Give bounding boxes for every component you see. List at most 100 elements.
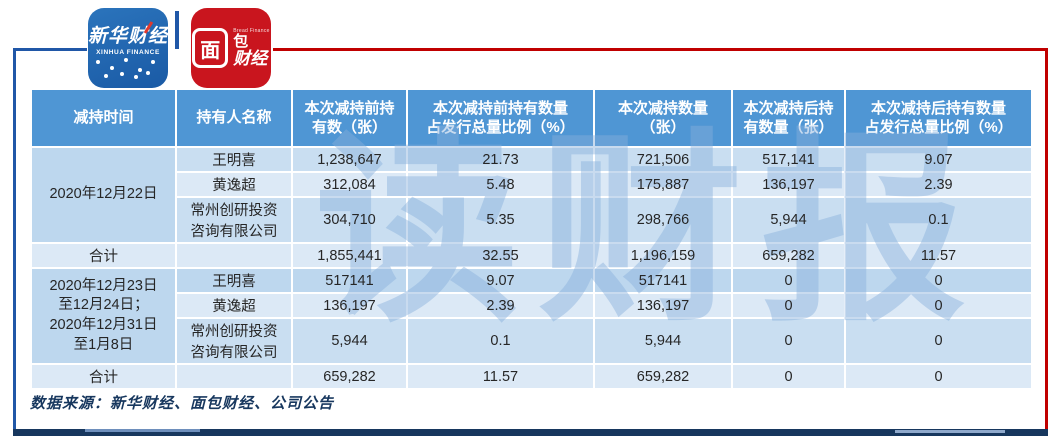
- value-cell-text: 9.07: [486, 272, 515, 289]
- col-header-6-text: 本次减持后持 有数量（张）: [743, 99, 834, 137]
- value-cell: 517141: [595, 269, 731, 292]
- value-cell-text: 0.1: [490, 333, 511, 349]
- total-value-cell-text: 659,282: [636, 368, 690, 385]
- empty-name-cell: [177, 365, 291, 388]
- total-row: 合计 1,855,441 32.55 1,196,159 659,282 11.57: [32, 244, 1031, 267]
- col-header-7-text: 本次减持后持有数量 占发行总量比例（%）: [864, 99, 1013, 137]
- col-header-1-text: 减持时间: [73, 109, 134, 127]
- value-cell-text: 5.48: [486, 176, 515, 193]
- col-header-2-text: 持有人名称: [196, 109, 272, 127]
- reduction-table: 减持时间 持有人名称 本次减持前持 有数（张） 本次减持前持有数量 占发行总量比例（%…: [30, 88, 1033, 390]
- value-cell: 0: [733, 319, 844, 363]
- period-cell-text: 2020年12月23日 至12月24日； 2020年12月31日 至1月8日: [49, 277, 158, 353]
- holder-name-cell: 常州创研投资 咨询有限公司: [177, 198, 291, 242]
- frame-right-line: [1045, 48, 1048, 431]
- period-cell: 2020年12月22日: [32, 148, 175, 242]
- bread-finance-logo: 面 Bread Finance 包 财经: [191, 8, 271, 88]
- holder-name-cell-text: 王明喜: [212, 274, 256, 290]
- value-cell-text: 5,944: [644, 333, 682, 349]
- value-cell: 136,197: [595, 294, 731, 317]
- value-cell: 304,710: [293, 198, 406, 242]
- holder-name-cell: 常州创研投资 咨询有限公司: [177, 319, 291, 363]
- total-value-cell-text: 32.55: [482, 247, 519, 264]
- total-value-cell: 0: [733, 365, 844, 388]
- col-header-7: 本次减持后持有数量 占发行总量比例（%）: [846, 90, 1031, 146]
- holder-name-cell-text: 常州创研投资 咨询有限公司: [190, 324, 278, 361]
- total-label-cell: 合计: [32, 365, 175, 388]
- total-value-cell-text: 1,855,441: [317, 247, 382, 264]
- period-cell-text: 2020年12月22日: [49, 186, 158, 203]
- table-row: 常州创研投资 咨询有限公司 5,944 0.1 5,944 0 0: [32, 319, 1031, 363]
- xinhua-finance-logo: 新华财经 XINHUA FINANCE: [88, 8, 168, 88]
- value-cell-text: 5,944: [331, 333, 368, 349]
- value-cell: 5,944: [293, 319, 406, 363]
- value-cell: 136,197: [293, 294, 406, 317]
- total-value-cell-text: 11.57: [920, 247, 957, 264]
- holder-name-cell-text: 黄逸超: [212, 299, 256, 315]
- bread-logo-caijing-glyph: 财经: [233, 48, 268, 68]
- value-cell-text: 517141: [325, 272, 374, 289]
- value-cell: 2.39: [408, 294, 593, 317]
- total-value-cell: 11.57: [408, 365, 593, 388]
- total-value-cell: 1,196,159: [595, 244, 731, 267]
- frame-bottom-accent-left: [85, 429, 200, 432]
- total-row: 合计 659,282 11.57 659,282 0 0: [32, 365, 1031, 388]
- value-cell: 136,197: [733, 173, 844, 196]
- value-cell-text: 0.1: [928, 212, 949, 228]
- value-cell: 0: [846, 269, 1031, 292]
- value-cell-text: 136,197: [762, 176, 815, 193]
- value-cell: 5,944: [595, 319, 731, 363]
- empty-name-cell: [177, 244, 291, 267]
- total-label-cell-text: 合计: [89, 370, 118, 386]
- value-cell: 312,084: [293, 173, 406, 196]
- header-row: 减持时间 持有人名称 本次减持前持 有数（张） 本次减持前持有数量 占发行总量比例（%…: [32, 90, 1031, 146]
- total-value-cell: 0: [846, 365, 1031, 388]
- value-cell-text: 21.73: [482, 151, 519, 168]
- value-cell: 5.35: [408, 198, 593, 242]
- value-cell-text: 0: [934, 297, 943, 314]
- bread-logo-en-text: Bread Finance: [233, 27, 270, 34]
- col-header-5: 本次减持数量 （张）: [595, 90, 731, 146]
- holder-name-cell-text: 黄逸超: [212, 178, 256, 194]
- value-cell: 298,766: [595, 198, 731, 242]
- table-row: 2020年12月23日 至12月24日； 2020年12月31日 至1月8日 王明…: [32, 269, 1031, 363]
- value-cell-text: 721,506: [636, 151, 690, 168]
- value-cell: 517141: [293, 269, 406, 292]
- value-cell: 0.1: [408, 319, 593, 363]
- frame-left-line: [13, 48, 16, 431]
- data-source: 数据来源：新华财经、面包财经、公司公告: [30, 394, 335, 412]
- total-value-cell-text: 1,196,159: [630, 247, 696, 264]
- frame-bottom-accent-right: [895, 430, 1005, 433]
- holder-name-cell: 王明喜: [177, 269, 291, 292]
- value-cell-text: 0: [784, 333, 793, 349]
- value-cell: 0: [846, 294, 1031, 317]
- value-cell-text: 1,238,647: [317, 151, 382, 168]
- value-cell: 5,944: [733, 198, 844, 242]
- value-cell-text: 0: [934, 272, 943, 289]
- value-cell-text: 0: [784, 297, 793, 314]
- holder-name-cell: 王明喜: [177, 148, 291, 171]
- value-cell-text: 304,710: [323, 212, 376, 228]
- xinhua-logo-cn-text: 新华财经: [88, 25, 169, 47]
- table-row: 常州创研投资 咨询有限公司 304,710 5.35 298,766 5,944 0.1: [32, 198, 1031, 242]
- holder-name-cell: 黄逸超: [177, 294, 291, 317]
- total-value-cell: 11.57: [846, 244, 1031, 267]
- table-row: 黄逸超 312,084 5.48 175,887 136,197 2.39: [32, 173, 1031, 196]
- xinhua-logo-en-text: XINHUA FINANCE: [96, 49, 160, 56]
- total-value-cell-text: 659,282: [762, 247, 815, 264]
- table-header: 减持时间 持有人名称 本次减持前持 有数（张） 本次减持前持有数量 占发行总量比例（%…: [32, 90, 1031, 146]
- total-value-cell-text: 0: [934, 368, 943, 385]
- col-header-6: 本次减持后持 有数量（张）: [733, 90, 844, 146]
- network-dots-icon: [88, 58, 168, 80]
- value-cell: 9.07: [846, 148, 1031, 171]
- logo-divider-bar: [175, 11, 179, 49]
- frame-bottom-bar: [13, 429, 1048, 436]
- col-header-3: 本次减持前持 有数（张）: [293, 90, 406, 146]
- table-row: 2020年12月22日 王明喜 1,238,647 21.73 721,506 517,1…: [32, 148, 1031, 242]
- value-cell-text: 0: [784, 272, 793, 289]
- value-cell: 517,141: [733, 148, 844, 171]
- value-cell-text: 2.39: [924, 176, 953, 193]
- holder-name-cell-text: 王明喜: [212, 153, 256, 169]
- value-cell-text: 298,766: [636, 212, 690, 228]
